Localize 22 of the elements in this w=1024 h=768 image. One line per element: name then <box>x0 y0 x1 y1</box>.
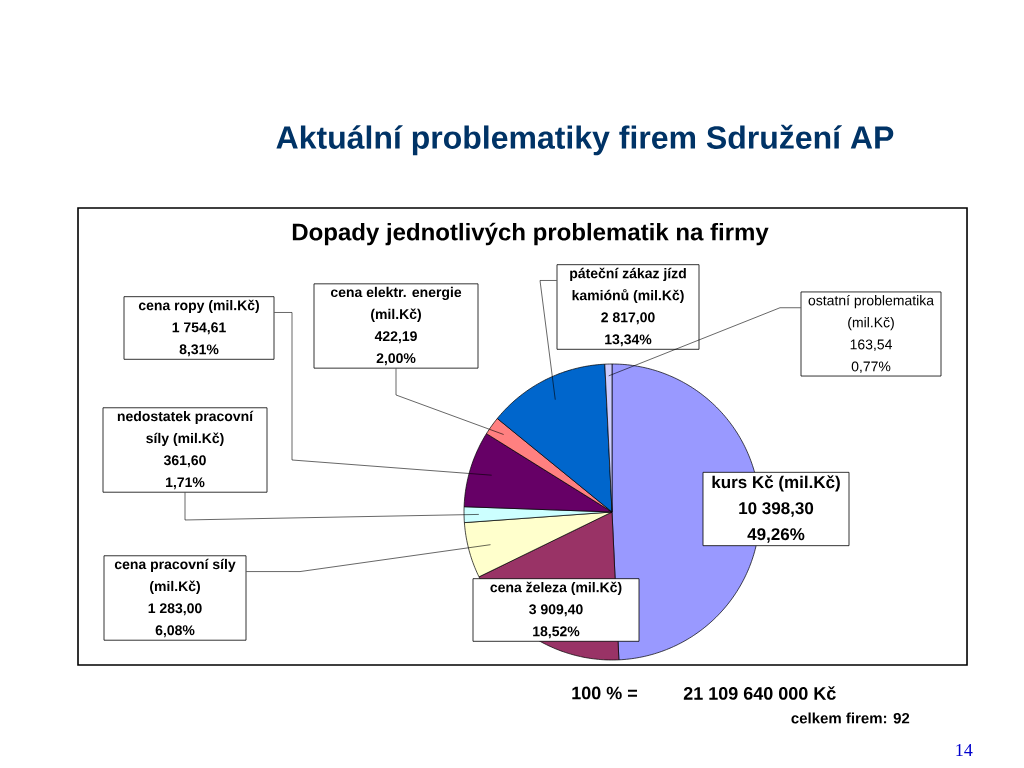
slice-label: páteční zákaz jízd kamiónů (mil.Kč) <box>570 267 686 304</box>
slice-label: ostatní problematika (mil.Kč) <box>808 294 935 331</box>
slice-label: kurs Kč (mil.Kč) <box>712 475 840 492</box>
text: 100 % = <box>572 686 637 700</box>
data-label: 3 909,40 18,52% <box>529 604 583 639</box>
data-label: 2 817,00 13,34% <box>601 312 655 347</box>
text: celkem firem: 92 <box>791 712 910 724</box>
chart-subtitle: Dopady jednotlivých problematik na firmy <box>292 222 769 246</box>
text: 14 <box>956 744 973 756</box>
slice-label: cena elektr. energie (mil.Kč) <box>330 286 462 322</box>
chart-title: Aktuální problematiky firem Sdružení AP <box>276 124 894 156</box>
text: 21 109 640 000 Kč <box>683 686 836 700</box>
data-label: 163,54 0,77% <box>850 339 892 374</box>
slice-label: nedostatek pracovní síly (mil.Kč) <box>117 410 254 446</box>
slice-label: cena ropy (mil.Kč) <box>138 299 259 314</box>
slice-label: cena železa (mil.Kč) <box>490 581 622 596</box>
data-label: 1 283,00 6,08% <box>148 603 202 638</box>
data-label: 1 754,61 8,31% <box>172 322 226 357</box>
slice-label: cena pracovní síly (mil.Kč) <box>114 558 236 594</box>
data-label: 10 398,30 49,26% <box>739 502 814 543</box>
data-label: 422,19 2,00% <box>374 331 417 366</box>
data-label: 361,60 1,71% <box>163 455 206 490</box>
